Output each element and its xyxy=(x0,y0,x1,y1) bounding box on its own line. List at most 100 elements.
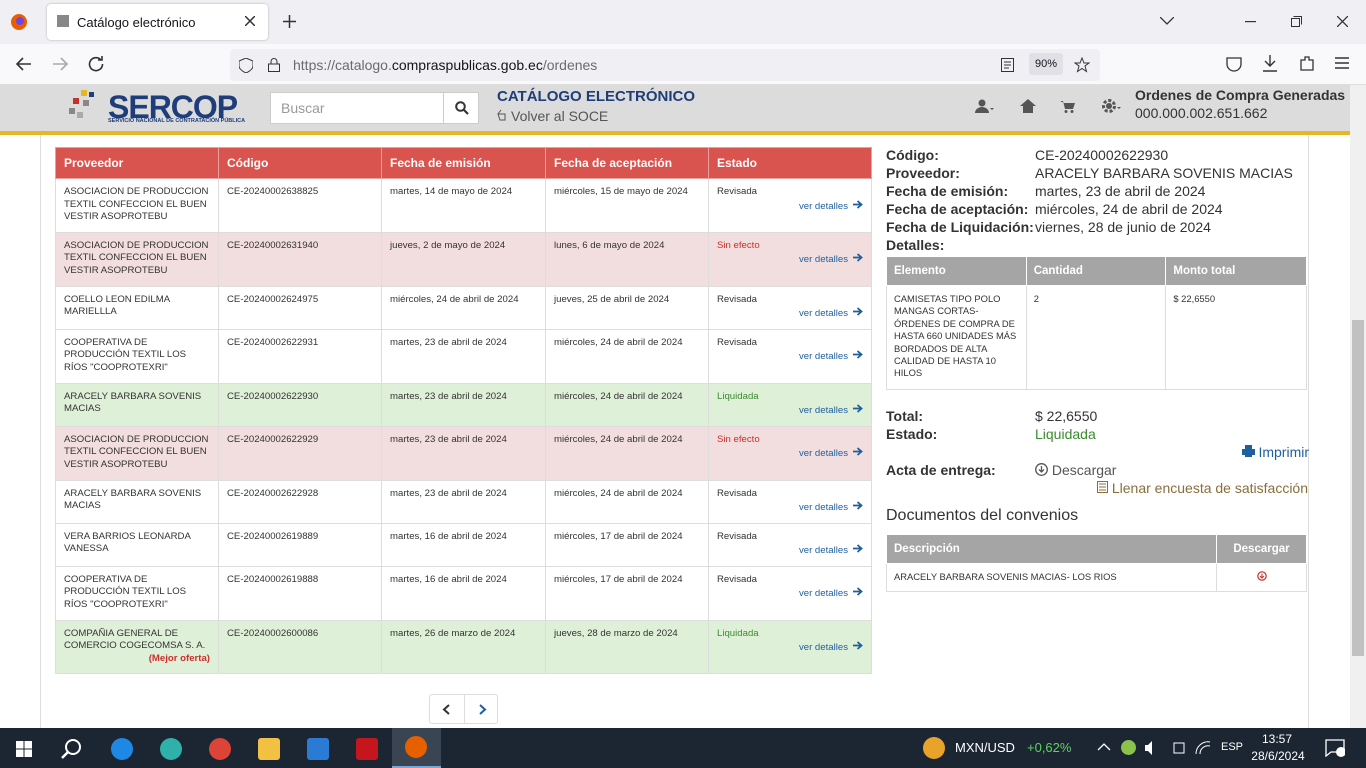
cell-estado: Revisadaver detalles xyxy=(709,523,872,566)
reload-button[interactable] xyxy=(88,56,104,72)
taskbar: MXN/USD +0,62% ESP 13:57 28/6/2024 xyxy=(0,728,1366,768)
new-tab[interactable] xyxy=(283,15,296,28)
details-link[interactable]: ver detalles xyxy=(717,641,863,655)
pagination xyxy=(429,694,498,724)
mail-icon[interactable] xyxy=(307,738,329,760)
menu-icon[interactable] xyxy=(1335,57,1349,69)
cell-aceptacion: miércoles, 24 de abril de 2024 xyxy=(546,383,709,426)
details-link[interactable]: ver detalles xyxy=(717,404,863,418)
cell-proveedor: COELLO LEON EDILMA MARIELLLA xyxy=(56,286,219,329)
survey-link[interactable]: Llenar encuesta de satisfacción xyxy=(886,479,1308,497)
proveedor: COELLO LEON EDILMA MARIELLLA xyxy=(64,294,170,318)
url-bar[interactable]: https://catalogo.compraspublicas.gob.ec/… xyxy=(230,49,1100,81)
cell-aceptacion: jueves, 25 de abril de 2024 xyxy=(546,286,709,329)
details-link[interactable]: ver detalles xyxy=(717,501,863,515)
back-button[interactable] xyxy=(15,57,31,71)
notifications[interactable] xyxy=(1325,739,1345,757)
orders-label: Ordenes de Compra Generadas xyxy=(1135,87,1345,103)
user-icon[interactable] xyxy=(975,99,995,115)
field-label: Fecha de Liquidación: xyxy=(886,218,1035,236)
details-link[interactable]: ver detalles xyxy=(717,587,863,601)
tab-title: Catálogo electrónico xyxy=(77,15,196,30)
home-icon[interactable] xyxy=(1020,99,1036,113)
downloads-icon[interactable] xyxy=(1262,55,1278,72)
search-button[interactable] xyxy=(443,92,479,124)
arrow-icon xyxy=(853,641,863,650)
doc-row: ARACELY BARBARA SOVENIS MACIAS- LOS RIOS xyxy=(887,564,1307,592)
cell-proveedor: ASOCIACION DE PRODUCCION TEXTIL CONFECCI… xyxy=(56,426,219,480)
tab-list[interactable] xyxy=(1160,17,1174,25)
details-link-text: ver detalles xyxy=(799,642,848,653)
input-language[interactable]: ESP xyxy=(1221,741,1243,753)
tray-chevron[interactable] xyxy=(1097,743,1111,751)
field-label: Proveedor: xyxy=(886,164,1035,182)
clock-date[interactable]: 28/6/2024 xyxy=(1250,749,1306,763)
cell-codigo: CE-20240002622931 xyxy=(219,329,382,383)
settings-icon[interactable] xyxy=(1101,98,1122,114)
cell-aceptacion: jueves, 28 de marzo de 2024 xyxy=(546,620,709,674)
chrome-icon[interactable] xyxy=(209,738,231,760)
acta-link[interactable]: Descargar xyxy=(1035,461,1116,479)
search-taskbar[interactable] xyxy=(61,738,83,760)
active-app[interactable] xyxy=(392,728,441,768)
status: Revisada xyxy=(717,488,757,499)
tray-app[interactable] xyxy=(1121,740,1136,755)
survey-icon xyxy=(1097,481,1108,493)
prev-page[interactable] xyxy=(442,704,451,715)
print-link[interactable]: Imprimir xyxy=(886,443,1309,461)
details-link[interactable]: ver detalles xyxy=(717,447,863,461)
cell-codigo: CE-20240002622930 xyxy=(219,383,382,426)
pocket-icon[interactable] xyxy=(1226,56,1242,72)
edge-icon[interactable] xyxy=(160,738,182,760)
acrobat-icon[interactable] xyxy=(356,738,378,760)
column-header: Proveedor xyxy=(56,148,219,179)
scroll-thumb[interactable] xyxy=(1352,320,1364,656)
emision: martes, 23 de abril de 2024 xyxy=(390,391,507,402)
arrow-icon xyxy=(853,501,863,510)
cell-codigo: CE-20240002600086 xyxy=(219,620,382,674)
items-table: ElementoCantidadMonto totalCAMISETAS TIP… xyxy=(886,256,1307,390)
url-prefix: https://catalogo. xyxy=(293,57,392,73)
doc-download[interactable] xyxy=(1217,564,1307,592)
ie-icon[interactable] xyxy=(111,738,133,760)
minimize[interactable] xyxy=(1245,21,1256,23)
back-link[interactable]: Volver al SOCE xyxy=(511,108,608,124)
proveedor: ASOCIACION DE PRODUCCION TEXTIL CONFECCI… xyxy=(64,434,208,470)
details-link[interactable]: ver detalles xyxy=(717,200,863,214)
search-input[interactable]: Buscar xyxy=(270,92,444,124)
tray-icons[interactable] xyxy=(1144,740,1214,756)
explorer-icon[interactable] xyxy=(258,738,280,760)
details-link[interactable]: ver detalles xyxy=(717,544,863,558)
extensions-icon[interactable] xyxy=(1299,55,1315,72)
cell-aceptacion: miércoles, 24 de abril de 2024 xyxy=(546,426,709,480)
cell-estado: Liquidadaver detalles xyxy=(709,383,872,426)
firefox-icon xyxy=(11,14,27,30)
active-tab[interactable]: Catálogo electrónico xyxy=(47,4,268,40)
cell-estado: Revisadaver detalles xyxy=(709,329,872,383)
detail-fields: Código:CE-20240002622930Proveedor:ARACEL… xyxy=(886,146,1308,236)
bookmark-star[interactable] xyxy=(1074,57,1090,73)
forward-button[interactable] xyxy=(53,57,69,71)
firefox-taskbar-icon xyxy=(405,736,427,758)
clock-time[interactable]: 13:57 xyxy=(1252,732,1302,746)
total-value: $ 22,6550 xyxy=(1035,407,1097,425)
start-button[interactable] xyxy=(16,741,32,757)
status: Revisada xyxy=(717,294,757,305)
close-tab[interactable] xyxy=(245,16,255,26)
restore[interactable] xyxy=(1291,16,1302,27)
next-page[interactable] xyxy=(478,704,487,715)
zoom-level[interactable]: 90% xyxy=(1029,53,1063,75)
aceptacion: miércoles, 17 de abril de 2024 xyxy=(554,531,683,542)
details-link[interactable]: ver detalles xyxy=(717,350,863,364)
details-link[interactable]: ver detalles xyxy=(717,253,863,267)
reader-icon[interactable] xyxy=(1001,58,1014,72)
field-label: Fecha de aceptación: xyxy=(886,200,1035,218)
search-icon xyxy=(455,101,469,115)
details-link[interactable]: ver detalles xyxy=(717,307,863,321)
order-row: ASOCIACION DE PRODUCCION TEXTIL CONFECCI… xyxy=(56,179,872,233)
cart-icon[interactable] xyxy=(1060,100,1075,113)
close-window[interactable] xyxy=(1337,16,1348,27)
tab-bar: Catálogo electrónico xyxy=(0,0,1366,44)
proveedor: ARACELY BARBARA SOVENIS MACIAS xyxy=(64,488,201,512)
